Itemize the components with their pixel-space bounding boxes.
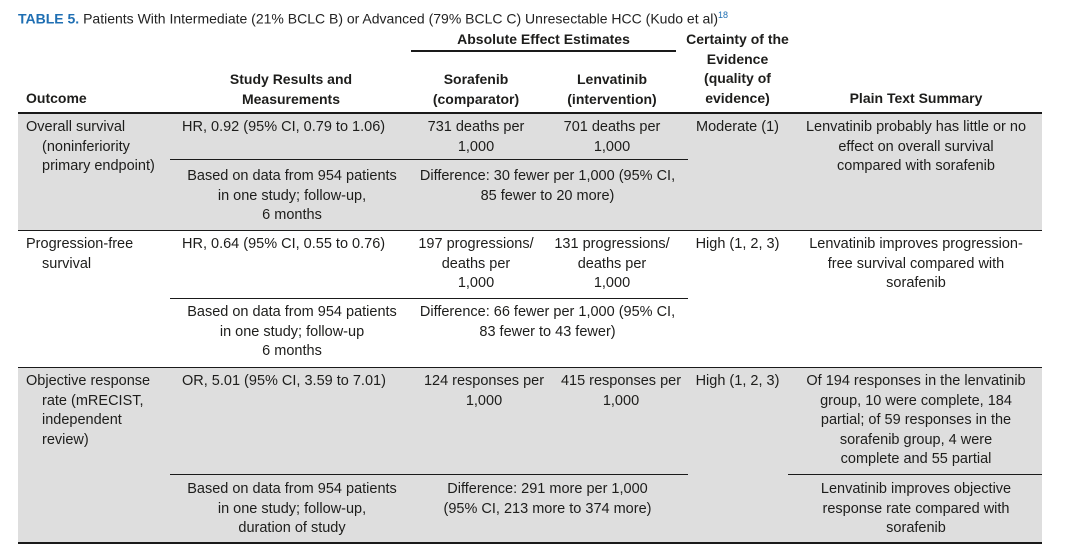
row1-inner-rule — [170, 159, 688, 160]
row2-outcome: Progression-free survival — [26, 236, 134, 272]
header-absolute-effect: Absolute Effect Estimates — [457, 31, 630, 47]
row2-lenvatinib: 131 progressions/deaths per 1,000 — [554, 236, 670, 292]
row2-bottom-rule — [18, 367, 1042, 368]
header-outcome: Outcome — [26, 90, 87, 106]
row2-basis: Based on data from 954 patients in one st… — [187, 304, 397, 360]
row1-basis: Based on data from 954 patients in one st… — [187, 168, 397, 224]
row3-sorafenib: 124 responses per 1,000 — [423, 373, 545, 409]
row1-result: HR, 0.92 (95% CI, 0.79 to 1.06) — [182, 119, 386, 135]
row3-outcome: Objective response rate (mRECIST, indepe… — [26, 373, 151, 448]
header-certainty: Certainty of the Evidence (quality of evid… — [686, 31, 789, 106]
row1-sorafenib: 731 deaths per 1,000 — [427, 119, 525, 155]
row2-sorafenib: 197 progressions/deaths per 1,000 — [418, 236, 534, 292]
row2-certainty: High (1, 2, 3) — [695, 236, 780, 252]
row2-difference: Difference: 66 fewer per 1,000 (95% CI, 8… — [419, 304, 676, 340]
table-label: TABLE 5. — [18, 10, 80, 27]
row3-summary-rule — [788, 474, 1042, 475]
row1-summary: Lenvatinib probably has little or no effe… — [805, 119, 1027, 175]
header-study-results: Study Results and Measurements — [229, 71, 353, 107]
row3-lenvatinib: 415 responses per 1,000 — [560, 373, 682, 409]
group-header-rule — [411, 50, 676, 52]
table-title: Patients With Intermediate (21% BCLC B) … — [83, 10, 719, 27]
row1-certainty: Moderate (1) — [695, 119, 779, 135]
row3-inner-rule — [170, 474, 688, 475]
row1-difference: Difference: 30 fewer per 1,000 (95% CI, 8… — [419, 168, 676, 204]
header-bottom-rule — [18, 112, 1042, 114]
reference-superscript: 18 — [718, 10, 729, 20]
row2-summary: Lenvatinib improves progression-free sur… — [809, 236, 1023, 292]
row3-basis: Based on data from 954 patients in one st… — [187, 481, 397, 537]
row2-result: HR, 0.64 (95% CI, 0.55 to 0.76) — [182, 236, 386, 252]
row3-certainty: High (1, 2, 3) — [695, 373, 780, 389]
row-band-overall-survival — [18, 113, 1042, 230]
header-plain-summary: Plain Text Summary — [849, 90, 983, 106]
row-band-objective-response — [18, 367, 1042, 543]
row3-result: OR, 5.01 (95% CI, 3.59 to 7.01) — [182, 373, 386, 389]
row1-lenvatinib: 701 deaths per 1,000 — [563, 119, 661, 155]
header-sorafenib: Sorafenib (comparator) — [432, 71, 520, 107]
row1-outcome: Overall survival (noninferiority primary… — [26, 119, 155, 175]
row2-inner-rule — [170, 298, 688, 299]
row3-summary: Of 194 responses in the lenvatinib group,… — [806, 373, 1026, 468]
row3-difference: Difference: 291 more per 1,000 (95% CI, 2… — [443, 481, 652, 517]
header-lenvatinib: Lenvatinib (intervention) — [567, 71, 657, 107]
row3-summary-secondary: Lenvatinib improves objective response ra… — [820, 481, 1012, 537]
table-caption: TABLE 5. Patients With Intermediate (21%… — [18, 6, 728, 28]
table-bottom-rule — [18, 542, 1042, 544]
row1-bottom-rule — [18, 230, 1042, 231]
